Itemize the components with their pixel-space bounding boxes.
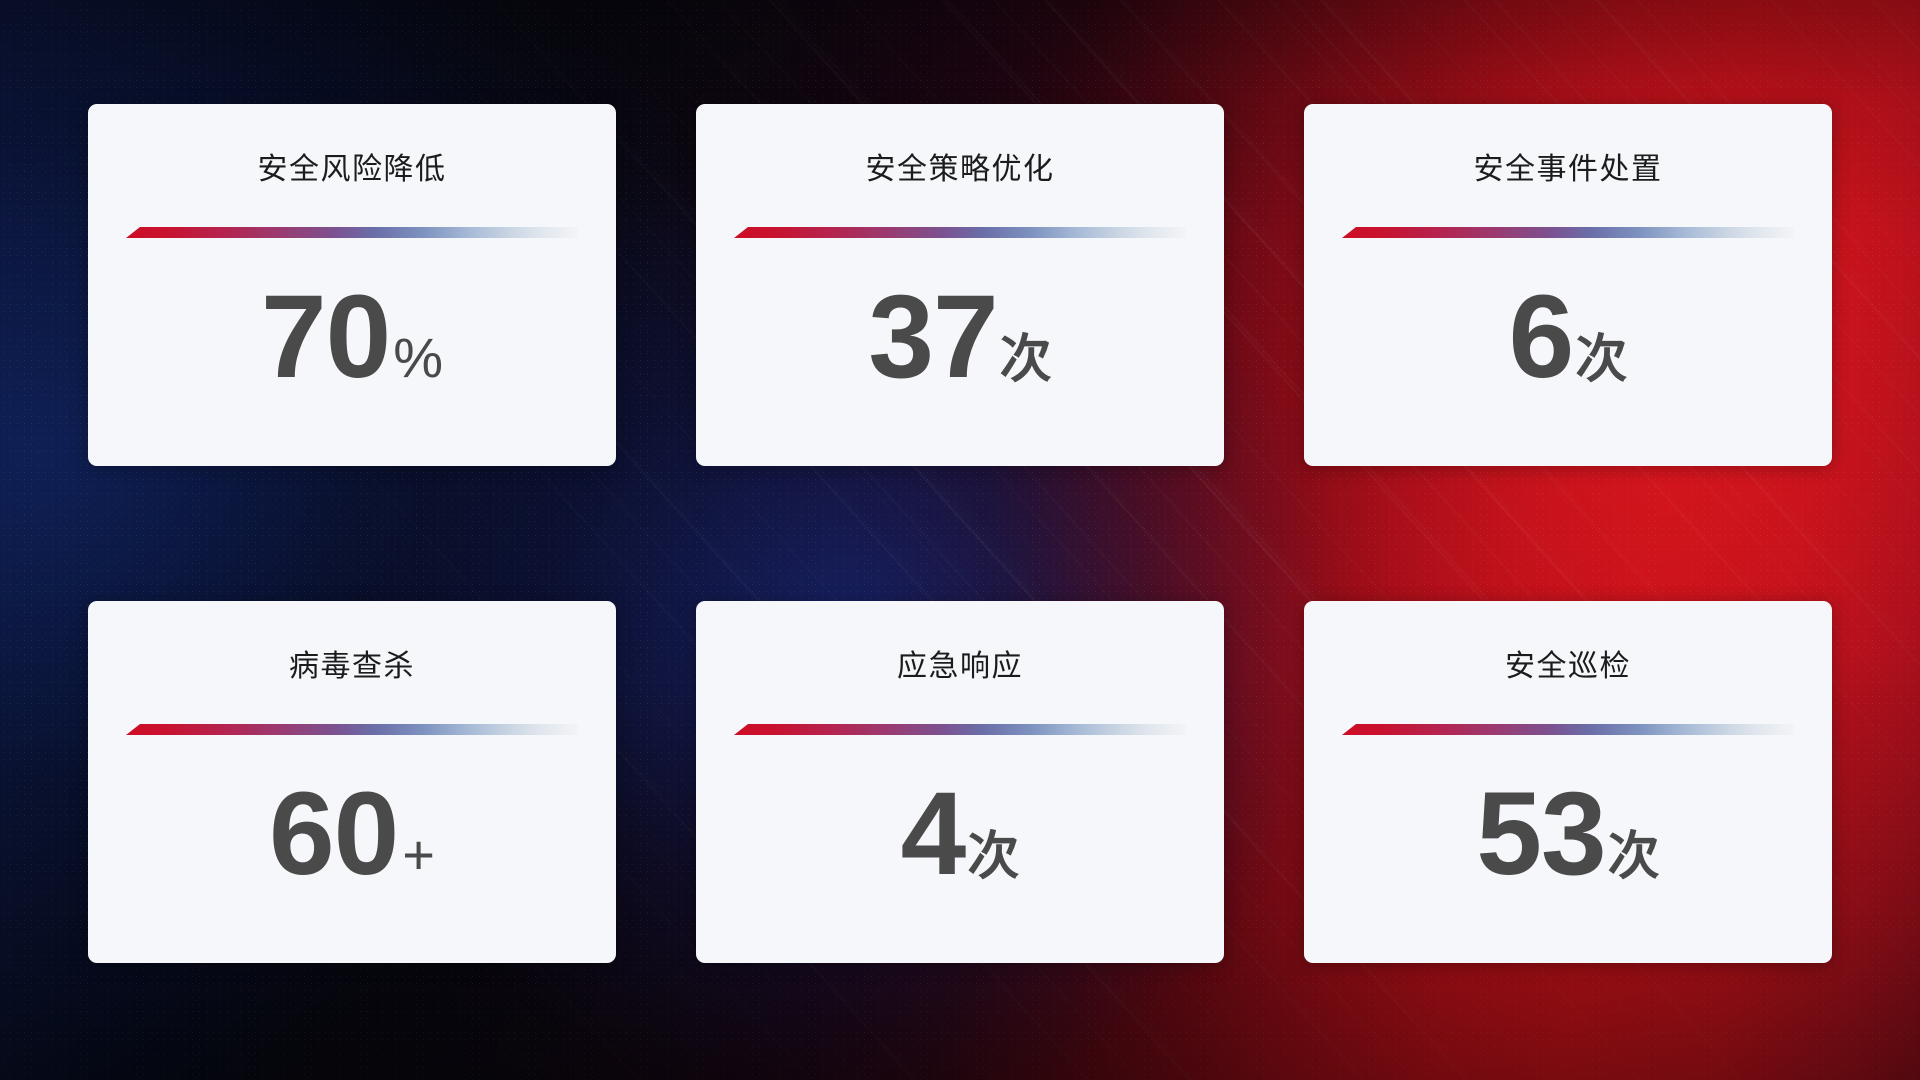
gradient-bar-icon: [126, 227, 578, 238]
gradient-bar-icon: [734, 227, 1186, 238]
stat-card-metric: 53 次: [1476, 775, 1659, 893]
stat-card-title: 安全巡检: [1505, 650, 1631, 683]
gradient-bar-icon: [126, 724, 578, 735]
gradient-bar-icon: [734, 724, 1186, 735]
stat-card-suffix: 次: [1575, 331, 1628, 389]
stat-card-title: 应急响应: [897, 650, 1023, 683]
stat-card-suffix: +: [402, 823, 435, 886]
stat-card[interactable]: 应急响应 4 次: [696, 601, 1224, 963]
stat-card-title: 安全策略优化: [865, 153, 1055, 186]
stat-card-divider: [734, 724, 1186, 735]
stat-card-value: 70: [260, 271, 391, 403]
stat-card-grid: 安全风险降低 70% 安全策略优化 37 次安全事件处置 6 次病毒查杀 60 + 应急响应 4 次安…: [88, 104, 1832, 963]
stat-card[interactable]: 安全策略优化 37 次: [696, 104, 1224, 466]
stat-card-suffix: %: [393, 326, 444, 389]
stat-card-title: 安全风险降低: [257, 153, 447, 186]
stat-card-suffix: 次: [999, 331, 1052, 389]
stat-card-divider: [126, 227, 578, 238]
gradient-bar-icon: [1342, 227, 1794, 238]
stat-card-value: 6: [1508, 271, 1575, 403]
stat-card-divider: [1342, 724, 1794, 735]
stat-card-metric: 70%: [261, 278, 443, 396]
stat-card-value: 53: [1476, 768, 1606, 900]
stat-card-divider: [1342, 227, 1794, 238]
stat-card-divider: [734, 227, 1186, 238]
stat-card[interactable]: 病毒查杀 60 +: [88, 601, 616, 963]
stat-card-value: 4: [900, 768, 967, 900]
stat-card-metric: 37 次: [868, 278, 1051, 396]
stat-card-value: 60: [269, 768, 399, 900]
stat-card-title: 安全事件处置: [1473, 153, 1663, 186]
stat-card-suffix: 次: [967, 828, 1020, 886]
stat-card[interactable]: 安全事件处置 6 次: [1304, 104, 1832, 466]
gradient-bar-icon: [1342, 724, 1794, 735]
stat-card-metric: 60 +: [269, 775, 435, 893]
stat-card[interactable]: 安全巡检 53 次: [1304, 601, 1832, 963]
stat-card-divider: [126, 724, 578, 735]
stat-card[interactable]: 安全风险降低 70%: [88, 104, 616, 466]
stat-card-title: 病毒查杀: [289, 650, 415, 683]
stat-card-value: 37: [868, 271, 998, 403]
stat-card-suffix: 次: [1607, 828, 1660, 886]
